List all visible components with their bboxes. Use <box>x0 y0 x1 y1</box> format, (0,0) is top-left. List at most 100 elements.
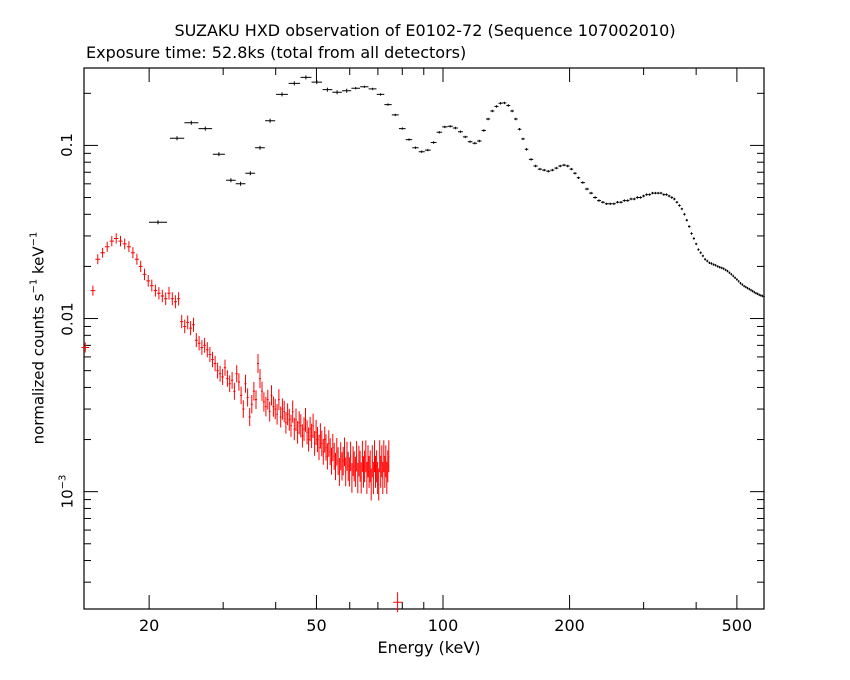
data-point <box>177 292 181 306</box>
data-point <box>221 368 224 385</box>
data-point <box>359 450 361 482</box>
data-point <box>134 253 139 265</box>
data-point <box>169 136 185 141</box>
data-point <box>629 197 633 201</box>
data-point <box>343 437 346 467</box>
data-point <box>739 282 742 285</box>
data-point <box>506 104 511 107</box>
data-point <box>753 291 756 294</box>
data-point <box>761 294 764 298</box>
data-point <box>353 451 355 482</box>
data-point <box>348 457 350 487</box>
data-point <box>720 266 723 270</box>
data-point <box>639 196 643 199</box>
data-point <box>521 137 525 141</box>
y-axis-label-prefix: normalized counts s <box>29 293 48 445</box>
data-point <box>194 333 198 348</box>
y-axis-label: normalized counts s−1 keV−1 <box>29 232 48 445</box>
data-point <box>319 423 322 449</box>
data-point <box>240 386 243 405</box>
data-point <box>352 446 354 477</box>
data-point <box>565 164 570 168</box>
data-point <box>283 400 285 423</box>
data-point <box>584 187 589 191</box>
data-point <box>167 286 171 300</box>
data-point <box>576 176 581 179</box>
data-point <box>186 315 190 330</box>
data-point <box>374 455 377 488</box>
data-point <box>388 440 390 473</box>
data-point <box>356 441 358 472</box>
data-point <box>708 261 711 264</box>
data-point <box>272 396 275 417</box>
data-point <box>737 280 740 283</box>
data-point <box>744 285 747 289</box>
data-point <box>379 440 381 473</box>
data-point <box>656 191 660 195</box>
data-point <box>743 284 745 288</box>
data-point <box>514 117 518 121</box>
data-point <box>580 181 585 184</box>
data-point <box>293 417 296 441</box>
x-axis-ticks <box>148 68 738 609</box>
data-point <box>248 407 251 427</box>
data-point <box>746 286 749 290</box>
data-point <box>298 411 300 435</box>
data-point <box>626 199 630 202</box>
data-point <box>183 319 187 334</box>
data-point <box>206 342 209 358</box>
data-point <box>223 359 227 376</box>
data-point <box>589 191 594 195</box>
data-point <box>510 109 514 113</box>
data-point <box>622 199 627 202</box>
data-point <box>330 447 333 475</box>
data-point <box>546 170 551 173</box>
data-point <box>326 443 329 470</box>
data-point <box>276 92 288 97</box>
data-point <box>90 285 96 296</box>
data-point <box>276 403 278 425</box>
data-point <box>265 118 276 123</box>
data-point <box>699 251 702 254</box>
data-point <box>758 293 760 297</box>
data-point <box>418 150 425 153</box>
data-point <box>290 414 292 437</box>
data-point <box>678 204 681 207</box>
data-point <box>126 241 131 253</box>
data-point <box>430 141 437 144</box>
data-point <box>635 196 639 199</box>
data-point <box>358 445 360 477</box>
data-point <box>370 468 372 501</box>
data-point <box>550 168 555 172</box>
data-point <box>208 346 212 363</box>
plot-frame <box>83 67 765 610</box>
data-point <box>373 440 376 473</box>
data-point <box>246 388 249 407</box>
data-point <box>726 269 729 273</box>
data-point <box>490 109 495 113</box>
data-point <box>701 254 704 258</box>
data-point <box>100 247 105 258</box>
y-tick-label: 10−3 <box>57 475 76 509</box>
data-point <box>341 452 343 481</box>
data-point <box>300 75 312 80</box>
data-point <box>393 592 403 613</box>
data-point <box>268 401 271 422</box>
series-red <box>81 233 403 613</box>
data-point <box>316 427 319 453</box>
data-point <box>659 191 663 195</box>
data-point <box>122 238 127 250</box>
data-point <box>517 128 522 131</box>
data-point <box>338 458 340 486</box>
data-point <box>447 125 453 128</box>
data-point <box>142 268 147 281</box>
data-point <box>675 201 679 204</box>
data-point <box>340 442 342 471</box>
y-axis-label-exp2: −1 <box>28 231 40 247</box>
data-point <box>257 354 259 373</box>
data-point <box>601 201 605 204</box>
data-point <box>334 452 337 481</box>
data-point <box>387 450 389 483</box>
data-point <box>597 199 601 202</box>
